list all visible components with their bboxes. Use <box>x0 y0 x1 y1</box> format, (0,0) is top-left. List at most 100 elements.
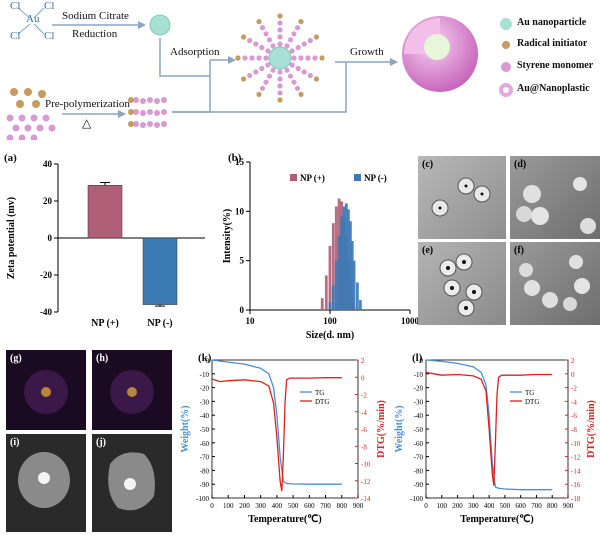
spike-monomer <box>249 55 255 61</box>
y-tick-label: -10 <box>200 371 210 379</box>
adsorption-label: Adsorption <box>170 46 220 58</box>
y-axis-label: Zeta potential (mv) <box>6 197 17 279</box>
y-axis-label: Intensity(%) <box>222 209 233 263</box>
spike-monomer <box>284 67 290 73</box>
y2-axis-label: DTG(%/min) <box>376 400 387 458</box>
x-tick-label: 100 <box>223 502 234 510</box>
spike-monomer <box>277 76 283 82</box>
bar <box>87 185 123 239</box>
tga-chart-k: 0-10-20-30-40-50-60-70-80-90-10020-2-4-6… <box>180 357 387 525</box>
y-tick-label: 15 <box>235 157 245 167</box>
cl-label-bl: Cl <box>10 30 21 42</box>
sem-image-d: (d) <box>510 156 600 239</box>
spike-initiator <box>298 19 304 25</box>
legend-au-label: Au nanoparticle <box>517 17 587 28</box>
x-tick-label: 900 <box>563 502 574 510</box>
cl-label-br: Cl <box>44 30 55 42</box>
y2-tick-label: -4 <box>571 398 577 406</box>
x-tick-label: 0 <box>210 502 214 510</box>
y-tick-label: -40 <box>40 307 52 317</box>
legend-np-label: Au@Nanoplastic <box>517 83 590 94</box>
y-tick-label: -60 <box>200 440 210 448</box>
y-tick-label: -20 <box>40 270 52 280</box>
legend-label: NP (+) <box>300 173 325 183</box>
x-axis-label: Temperature(℃) <box>460 514 533 525</box>
spike-monomer <box>263 55 269 61</box>
y2-tick-label: -16 <box>571 481 581 489</box>
panel-label-i: (i) <box>10 437 20 448</box>
panel-label-g: (g) <box>10 353 22 364</box>
au-nanoparticle-icon <box>149 14 171 36</box>
y2-tick-label: -8 <box>571 426 577 434</box>
histogram-bar <box>331 285 335 310</box>
histogram-bar <box>350 240 354 310</box>
spike-monomer <box>295 44 301 51</box>
histogram-bar <box>349 221 352 310</box>
legend-label: TG <box>525 389 534 397</box>
panel-label-l: (l) <box>412 352 423 364</box>
tga-chart-l: 0-10-20-30-40-50-60-70-80-90-10020-2-4-6… <box>394 357 597 525</box>
histogram-bar <box>358 300 362 310</box>
spike-monomer <box>312 55 318 61</box>
spike-monomer <box>301 41 307 47</box>
spike-initiator <box>256 19 262 25</box>
series-line-tg <box>425 359 553 491</box>
x-tick-label: 800 <box>337 502 348 510</box>
series-line-dtg <box>425 371 553 486</box>
spike-monomer <box>287 73 294 79</box>
y-tick-label: -50 <box>414 426 424 434</box>
spike-monomer <box>266 73 273 79</box>
y-tick-label: -30 <box>414 398 424 406</box>
haadf-image-j: (j) <box>92 434 172 532</box>
x-tick-label: 600 <box>515 502 526 510</box>
histogram-bar <box>337 236 341 310</box>
spike-monomer <box>259 25 266 31</box>
y2-tick-label: -4 <box>361 409 367 417</box>
x-tick-label: 400 <box>272 502 283 510</box>
histogram-bar <box>340 216 344 310</box>
spike-monomer <box>291 79 297 85</box>
eds-map-g: (g) <box>6 350 86 430</box>
y-tick-label: -60 <box>414 440 424 448</box>
y-tick-label: 5 <box>240 256 245 266</box>
adsorbed-particle <box>235 13 325 103</box>
legend-monomer-label: Styrene monomer <box>517 60 594 71</box>
y2-tick-label: -6 <box>361 426 367 434</box>
spike-initiator <box>313 34 319 40</box>
spike-initiator <box>319 55 325 61</box>
x-tick-label: NP (-) <box>147 318 172 329</box>
x-tick-label: 500 <box>288 502 299 510</box>
flow-line-oligomer <box>172 60 211 113</box>
spike-initiator <box>277 97 283 103</box>
spike-monomer <box>291 55 297 61</box>
cl-label-tr: Cl <box>44 0 55 12</box>
spike-initiator <box>241 34 247 40</box>
x-axis-label: Size(d. nm) <box>306 330 354 341</box>
tem-image-e: (e) <box>418 242 506 325</box>
y-tick-label: -100 <box>196 495 209 503</box>
spike-monomer <box>247 72 253 79</box>
spike-monomer <box>277 27 283 33</box>
spike-monomer <box>263 79 269 85</box>
y-tick-label: -80 <box>414 467 424 475</box>
histogram-bar <box>334 260 338 310</box>
x-tick-label: 500 <box>500 502 511 510</box>
y-axis-label: Weight(%) <box>394 405 405 452</box>
spike-monomer <box>253 41 259 47</box>
panel-label-f: (f) <box>514 245 524 256</box>
histogram-bar <box>342 206 346 310</box>
x-axis-label: Temperature(℃) <box>248 514 321 525</box>
legend-swatch <box>354 174 361 181</box>
spike-monomer <box>291 31 297 37</box>
y2-tick-label: 0 <box>571 371 575 379</box>
y-tick-label: -80 <box>200 467 210 475</box>
flow-line-au <box>159 38 210 77</box>
y-tick-label: 10 <box>235 206 245 216</box>
y-tick-label: 0 <box>206 357 210 365</box>
spike-monomer <box>263 31 269 37</box>
spike-monomer <box>295 65 301 72</box>
y2-tick-label: -14 <box>571 467 581 475</box>
spike-monomer <box>307 72 313 79</box>
x-tick-label: 100 <box>323 316 337 326</box>
spike-initiator <box>298 91 304 97</box>
